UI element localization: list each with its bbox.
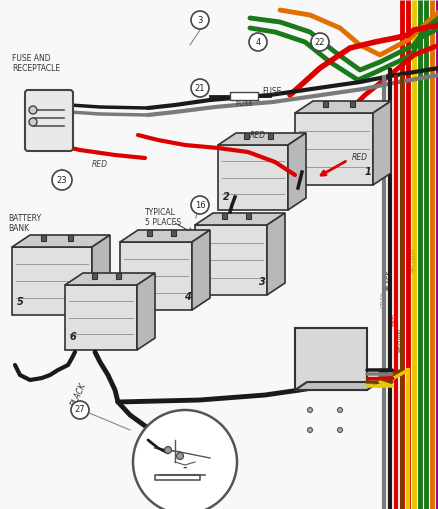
Text: 21: 21 [194,83,205,93]
Text: 2: 2 [222,192,229,202]
Text: RECEPTACLE: RECEPTACLE [12,64,60,72]
Text: 1: 1 [364,167,371,177]
Text: 4: 4 [183,292,190,302]
Polygon shape [65,285,137,350]
Text: 22: 22 [314,38,325,46]
Circle shape [191,196,208,214]
Polygon shape [218,145,287,210]
Circle shape [307,408,312,412]
Polygon shape [191,230,209,310]
Text: 6: 6 [70,332,76,342]
Circle shape [191,11,208,29]
Polygon shape [287,133,305,210]
Circle shape [29,106,37,114]
Bar [267,133,272,139]
Circle shape [337,428,342,433]
Text: 16: 16 [194,201,205,210]
Polygon shape [294,101,390,113]
Polygon shape [12,247,92,315]
Bar [246,213,251,219]
Text: FUSE: FUSE [261,87,281,96]
Text: FUSE AND: FUSE AND [12,53,50,63]
Polygon shape [294,328,366,390]
Text: YELLOW: YELLOW [410,247,416,273]
Circle shape [337,408,342,412]
Polygon shape [194,225,266,295]
Polygon shape [294,382,378,390]
Bar [323,101,328,107]
Polygon shape [92,235,110,315]
Polygon shape [65,273,155,285]
Bar [92,273,96,279]
Text: ON-BOARD: ON-BOARD [310,336,351,345]
Polygon shape [372,101,390,185]
Circle shape [176,453,183,460]
Polygon shape [120,242,191,310]
Circle shape [29,118,37,126]
Text: GRAY: GRAY [380,292,385,308]
Text: 27: 27 [74,406,85,414]
Bar [146,230,151,236]
Bar [41,235,46,241]
Circle shape [164,446,171,454]
Circle shape [133,410,237,509]
Polygon shape [294,113,372,185]
Text: TYPICAL: TYPICAL [145,208,176,216]
Bar [68,235,73,241]
Bar [171,230,176,236]
Polygon shape [266,213,284,295]
Text: RED: RED [392,314,396,326]
Text: 3: 3 [197,15,202,24]
Text: BLACK: BLACK [69,382,88,408]
Text: BLACK: BLACK [385,270,391,290]
Text: RED: RED [249,131,265,140]
Text: RED: RED [92,160,108,169]
Text: RED: RED [351,153,367,161]
Text: 23: 23 [57,176,67,184]
Text: 5: 5 [17,297,23,307]
Circle shape [310,33,328,51]
Polygon shape [194,213,284,225]
Text: 3: 3 [258,277,265,287]
Circle shape [71,401,89,419]
Circle shape [248,33,266,51]
Polygon shape [137,273,155,350]
Polygon shape [120,230,209,242]
Text: -: - [182,463,187,473]
Circle shape [307,428,312,433]
Bar [244,133,248,139]
Text: 4: 4 [255,38,260,46]
Bar [116,273,121,279]
FancyBboxPatch shape [25,90,73,151]
Circle shape [191,79,208,97]
Text: COMPUTER: COMPUTER [309,344,352,353]
Text: BROWN: BROWN [398,328,403,352]
Bar [221,213,226,219]
Text: BANK: BANK [8,223,29,233]
Circle shape [52,170,72,190]
Bar [349,101,354,107]
Text: BATTERY: BATTERY [8,213,41,222]
Polygon shape [12,235,110,247]
Polygon shape [218,133,305,145]
Text: FUSE: FUSE [234,101,252,107]
Text: 5 PLACES: 5 PLACES [145,217,181,227]
Bar [230,92,258,100]
